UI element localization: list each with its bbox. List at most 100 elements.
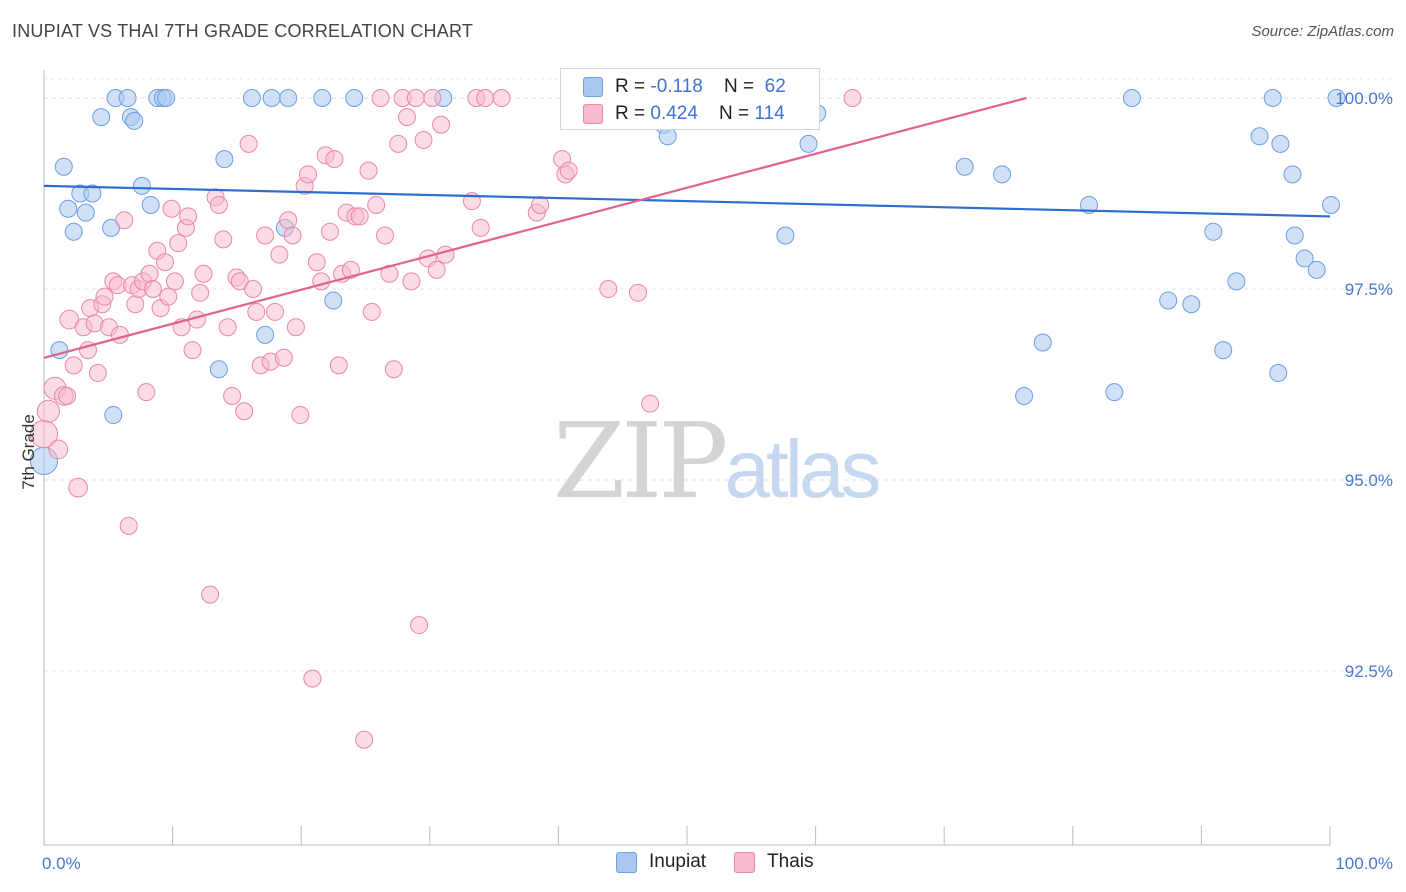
data-point-thai (312, 272, 331, 291)
data-point-inupiat (64, 222, 83, 241)
legend-swatch-inupiat (616, 851, 637, 873)
data-point-inupiat (1182, 295, 1201, 314)
data-point-thai (402, 272, 421, 291)
y-tick-label: 95.0% (1345, 471, 1393, 490)
data-point-inupiat (1271, 134, 1290, 153)
data-point-inupiat (215, 150, 234, 169)
data-point-thai (362, 302, 381, 321)
data-point-inupiat (157, 89, 176, 107)
data-point-thai (406, 89, 425, 107)
data-point-thai (427, 260, 446, 279)
data-point-thai (36, 399, 60, 423)
data-point-inupiat (141, 195, 160, 214)
data-point-thai (843, 89, 862, 107)
data-point-thai (291, 406, 310, 425)
data-point-inupiat (1295, 249, 1314, 268)
data-point-inupiat (54, 157, 73, 176)
data-point-thai (64, 356, 83, 375)
data-point-inupiat (83, 184, 102, 203)
data-point-inupiat (1322, 195, 1340, 214)
data-point-thai (325, 150, 344, 169)
y-tick-label: 97.5% (1345, 280, 1393, 299)
data-point-inupiat (1080, 195, 1098, 214)
data-point-thai (88, 364, 107, 383)
data-point-thai (223, 386, 242, 405)
data-point-thai (247, 302, 266, 321)
legend-label-thai: Thais (767, 851, 814, 872)
data-point-inupiat (1307, 260, 1326, 279)
series-thai (29, 89, 862, 749)
data-point-thai (376, 226, 394, 245)
legend-r-label: R = (615, 76, 651, 97)
legend-item-inupiat: Inupiat (616, 851, 706, 873)
data-point-inupiat (256, 325, 275, 344)
data-point-inupiat (776, 226, 795, 245)
data-point-thai (183, 341, 202, 360)
legend-n-label: N = (723, 76, 760, 97)
stats-legend: R = -0.118 N = 62 R = 0.424 N = 114 (560, 68, 820, 130)
series-inupiat (29, 89, 1346, 475)
data-point-inupiat (262, 89, 281, 107)
data-point-inupiat (76, 203, 95, 222)
legend-r-value: 0.424 (650, 103, 698, 124)
data-point-inupiat (955, 157, 974, 176)
data-point-thai (209, 195, 228, 214)
data-point-thai (436, 245, 455, 264)
data-point-inupiat (1105, 383, 1124, 402)
data-point-thai (286, 318, 305, 337)
chart-title: INUPIAT VS THAI 7TH GRADE CORRELATION CH… (12, 21, 474, 41)
data-point-thai (476, 89, 495, 107)
data-point-inupiat (313, 89, 332, 107)
data-point-inupiat (1159, 291, 1178, 310)
x-tick-label: 100.0% (1335, 854, 1393, 873)
data-point-inupiat (132, 176, 151, 195)
data-point-thai (235, 402, 254, 421)
x-tick-label: 0.0% (42, 854, 81, 873)
data-point-thai (329, 356, 348, 375)
data-point-thai (641, 394, 660, 413)
data-point-thai (126, 295, 145, 314)
data-point-thai (119, 516, 138, 535)
legend-row-thai: R = 0.424 N = 114 (583, 101, 785, 127)
data-point-inupiat (1015, 386, 1034, 405)
legend-r-label: R = (615, 103, 651, 124)
data-point-thai (423, 89, 442, 107)
data-point-inupiat (242, 89, 261, 107)
data-point-inupiat (118, 89, 137, 107)
data-point-thai (283, 226, 302, 245)
data-point-thai (389, 134, 408, 153)
trend-lines (43, 96, 1331, 359)
data-point-thai (380, 264, 399, 283)
legend-n-value: 114 (754, 103, 785, 124)
data-point-thai (432, 115, 451, 134)
trend-line-thai (43, 96, 1027, 359)
axis-ticks (43, 826, 1331, 845)
data-point-thai (244, 280, 262, 298)
data-point-inupiat (92, 108, 111, 127)
watermark: ZIPatlas (553, 400, 882, 522)
grid-lines (44, 78, 1394, 672)
data-point-thai (201, 585, 220, 604)
data-point-inupiat (1214, 341, 1233, 360)
data-point-inupiat (658, 127, 677, 146)
data-point-thai (599, 280, 618, 298)
legend-swatch-thai (734, 851, 756, 873)
trend-line-inupiat (43, 184, 1331, 218)
legend-label-inupiat: Inupiat (649, 851, 707, 872)
data-point-thai (559, 161, 578, 180)
data-point-thai (59, 309, 80, 330)
data-point-thai (191, 283, 210, 302)
data-point-inupiat (993, 165, 1012, 184)
data-point-thai (398, 108, 416, 127)
data-point-thai (256, 226, 275, 245)
data-point-thai (156, 253, 174, 272)
legend-row-inupiat: R = -0.118 N = 62 (583, 74, 786, 100)
data-point-thai (414, 131, 433, 150)
data-point-thai (274, 348, 293, 367)
data-point-thai (140, 264, 159, 283)
source-label: Source: ZipAtlas.com (1251, 23, 1394, 40)
watermark-zip: ZIP (553, 400, 728, 522)
data-point-thai (239, 134, 258, 153)
axis-labels: 100.0% 97.5% 95.0% 92.5% 0.0% 100.0% 7th Grade (19, 89, 1393, 873)
